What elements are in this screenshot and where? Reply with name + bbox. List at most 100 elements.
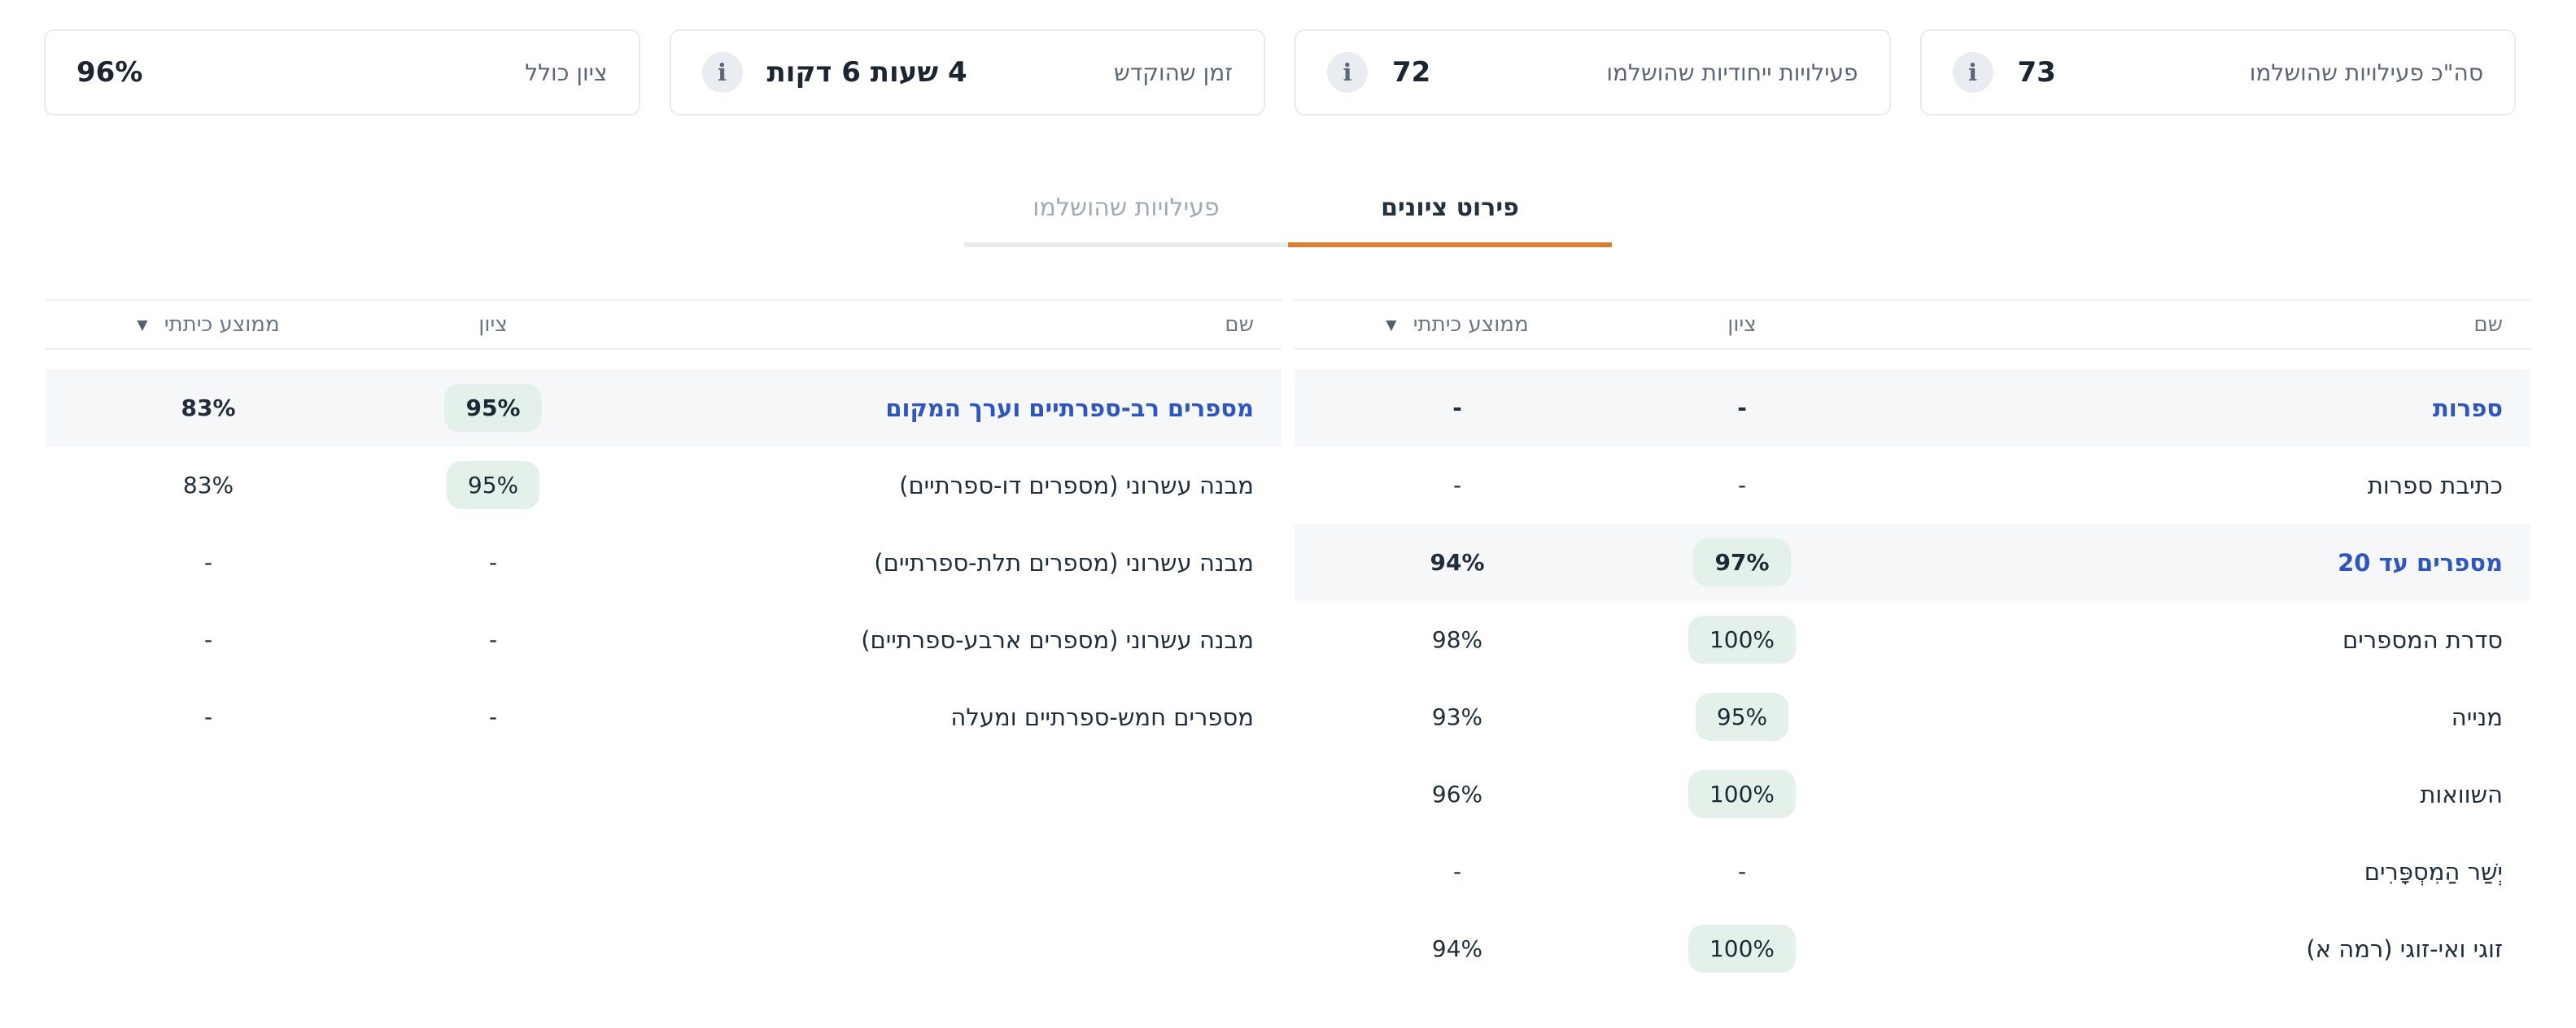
table-row[interactable]: מבנה עשרוני (מספרים תלת-ספרתיים) - -: [46, 524, 1281, 601]
class-average-value: -: [203, 549, 213, 576]
class-average-value: 98%: [1431, 626, 1483, 653]
table-row[interactable]: ספרות - -: [1295, 369, 2530, 446]
tab-label: פירוט ציונים: [1381, 194, 1519, 222]
info-icon[interactable]: i: [701, 52, 743, 93]
table-row[interactable]: מספרים עד 20 97% 94%: [1295, 524, 2530, 601]
table-row[interactable]: כתיבת ספרות - -: [1295, 446, 2530, 524]
activity-name[interactable]: ספרות: [2432, 394, 2503, 422]
table-row[interactable]: מנייה 95% 93%: [1295, 678, 2530, 756]
activity-name[interactable]: מספרים חמש-ספרתיים ומעלה: [950, 703, 1254, 731]
score-value: 95%: [446, 461, 540, 509]
score-value: -: [488, 703, 498, 730]
score-value: 95%: [444, 384, 542, 432]
activity-name[interactable]: מבנה עשרוני (מספרים תלת-ספרתיים): [874, 548, 1254, 577]
card-value-group: 4 שעות 6 דקות i: [701, 52, 967, 93]
activity-name[interactable]: השוואות: [2420, 780, 2503, 808]
class-average-value: -: [203, 703, 213, 730]
score-cell: 95%: [371, 384, 615, 432]
class-average-value: 93%: [1431, 703, 1483, 730]
tab-label: פעילויות שהושלמו: [1033, 194, 1220, 222]
activity-name[interactable]: יְשַׁר הַמִסְפָּרִים: [2364, 857, 2503, 886]
score-cell: -: [1620, 858, 1864, 885]
score-cell: -: [1620, 394, 1864, 421]
column-header-name: שם: [1225, 312, 1254, 337]
score-cell: 100%: [1620, 925, 1864, 973]
column-header-score: ציון: [1727, 312, 1757, 337]
info-icon[interactable]: i: [1327, 52, 1368, 93]
score-value: 100%: [1687, 925, 1797, 973]
info-icon[interactable]: i: [1952, 52, 1993, 93]
score-cell: -: [1620, 472, 1864, 499]
column-header-name: שם: [2473, 312, 2503, 337]
score-value: -: [1737, 394, 1747, 421]
score-cell: -: [371, 703, 615, 730]
score-value: -: [1737, 858, 1747, 885]
tab[interactable]: פירוט ציונים: [1288, 194, 1612, 247]
class-average-value: 94%: [1430, 549, 1485, 576]
card-value-group: 72 i: [1327, 52, 1430, 93]
column-header-class-average[interactable]: ממוצע כיתתי ▼: [46, 312, 371, 337]
score-value: -: [488, 549, 498, 576]
card-value: 96%: [76, 56, 143, 89]
activity-name[interactable]: זוגי ואי-זוגי (רמה א): [2306, 934, 2503, 963]
card-value-group: 73 i: [1952, 52, 2056, 93]
table-body: ספרות - - כתיבת ספרות - -: [1295, 350, 2530, 987]
score-table-right: שם ציון ממוצע כיתתי ▼ ספרות - -: [1295, 299, 2530, 987]
class-average-value: 83%: [182, 472, 234, 499]
score-value: -: [1737, 472, 1747, 499]
score-cell: -: [371, 549, 615, 576]
summary-card: סה"כ פעילויות שהושלמו 73 i: [1919, 29, 2516, 115]
table-row[interactable]: זוגי ואי-זוגי (רמה א) 100% 94%: [1295, 910, 2530, 987]
column-header-class-average[interactable]: ממוצע כיתתי ▼: [1295, 312, 1620, 337]
activity-name[interactable]: כתיבת ספרות: [2367, 471, 2503, 499]
score-cell: 95%: [371, 461, 615, 509]
table-row[interactable]: סדרת המספרים 100% 98%: [1295, 601, 2530, 678]
activity-name[interactable]: מנייה: [2451, 703, 2503, 731]
tabs-bar: פירוט ציונים פעילויות שהושלמו: [0, 194, 2576, 247]
score-value: -: [488, 626, 498, 653]
class-average-value: -: [1452, 472, 1462, 499]
activity-name[interactable]: מבנה עשרוני (מספרים דו-ספרתיים): [899, 471, 1254, 499]
class-average-value: 94%: [1431, 935, 1483, 962]
summary-card: פעילויות ייחודיות שהושלמו 72 i: [1295, 29, 1891, 115]
score-tables: שם ציון ממוצע כיתתי ▼ ספרות - -: [0, 299, 2576, 987]
column-header-class-average-label: ממוצע כיתתי: [1412, 312, 1529, 337]
sort-descending-icon[interactable]: ▼: [137, 317, 148, 333]
card-label: זמן שהוקדש: [1114, 59, 1233, 86]
card-label: פעילויות ייחודיות שהושלמו: [1606, 59, 1858, 86]
score-value: 97%: [1693, 538, 1791, 586]
class-average-value: 83%: [181, 394, 236, 421]
card-value-group: 96%: [76, 56, 142, 89]
tab[interactable]: פעילויות שהושלמו: [964, 194, 1288, 247]
activity-name[interactable]: סדרת המספרים: [2342, 625, 2503, 654]
table-row[interactable]: יְשַׁר הַמִסְפָּרִים - -: [1295, 833, 2530, 910]
class-average-value: -: [1452, 394, 1462, 421]
table-row[interactable]: מספרים חמש-ספרתיים ומעלה - -: [46, 678, 1281, 756]
table-row[interactable]: מבנה עשרוני (מספרים דו-ספרתיים) 95% 83%: [46, 446, 1281, 524]
card-value: 73: [2017, 56, 2056, 89]
column-header-class-average-label: ממוצע כיתתי: [164, 312, 280, 337]
score-table-left: שם ציון ממוצע כיתתי ▼ מספרים רב-ספרתיים …: [46, 299, 1281, 987]
table-row[interactable]: מבנה עשרוני (מספרים ארבע-ספרתיים) - -: [46, 601, 1281, 678]
table-row[interactable]: מספרים רב-ספרתיים וערך המקום 95% 83%: [46, 369, 1281, 446]
table-body: מספרים רב-ספרתיים וערך המקום 95% 83% מבנ…: [46, 350, 1281, 756]
activity-name[interactable]: מבנה עשרוני (מספרים ארבע-ספרתיים): [861, 625, 1254, 654]
table-row[interactable]: השוואות 100% 96%: [1295, 756, 2530, 833]
activity-name[interactable]: מספרים רב-ספרתיים וערך המקום: [885, 394, 1254, 422]
table-header-row: שם ציון ממוצע כיתתי ▼: [46, 299, 1281, 350]
summary-card: זמן שהוקדש 4 שעות 6 דקות i: [669, 29, 1265, 115]
score-cell: -: [371, 626, 615, 653]
activity-name[interactable]: מספרים עד 20: [2338, 548, 2503, 577]
score-cell: 95%: [1620, 693, 1864, 741]
score-value: 100%: [1687, 616, 1797, 664]
score-cell: 100%: [1620, 770, 1864, 818]
card-value: 4 שעות 6 דקות: [766, 56, 967, 89]
card-label: ציון כולל: [525, 59, 608, 86]
score-cell: 97%: [1620, 538, 1864, 586]
score-cell: 100%: [1620, 616, 1864, 664]
card-label: סה"כ פעילויות שהושלמו: [2249, 59, 2483, 86]
score-value: 95%: [1695, 693, 1789, 741]
table-header-row: שם ציון ממוצע כיתתי ▼: [1295, 299, 2530, 350]
sort-descending-icon[interactable]: ▼: [1386, 317, 1397, 333]
column-header-score: ציון: [478, 312, 508, 337]
